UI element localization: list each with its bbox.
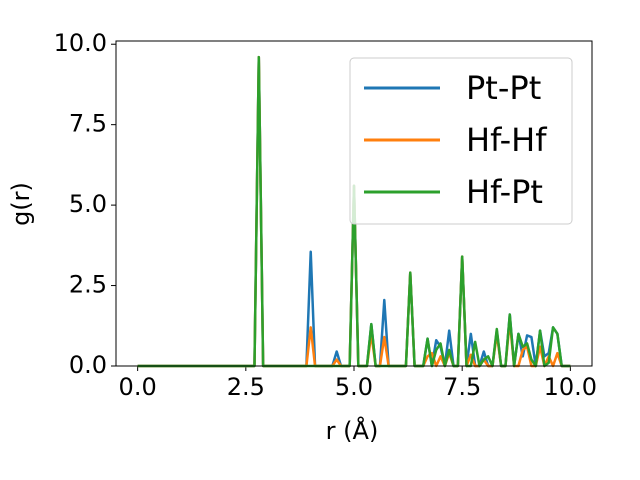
x-tick-label: 7.5 xyxy=(443,373,481,401)
x-tick-label: 5.0 xyxy=(335,373,373,401)
x-axis-label: r (Å) xyxy=(326,416,379,445)
x-tick-label: 10.0 xyxy=(544,373,597,401)
y-axis-label: g(r) xyxy=(7,182,35,226)
legend-label: Hf-Hf xyxy=(466,121,547,159)
x-tick-label: 0.0 xyxy=(119,373,157,401)
y-tick-label: 2.5 xyxy=(69,271,107,299)
legend-label: Pt-Pt xyxy=(466,69,541,107)
y-tick-label: 10.0 xyxy=(54,29,107,57)
plot-frame xyxy=(115,40,593,367)
y-tick-label: 0.0 xyxy=(69,351,107,379)
legend-label: Hf-Pt xyxy=(466,173,543,211)
y-tick-label: 5.0 xyxy=(69,190,107,218)
y-tick-label: 7.5 xyxy=(69,110,107,138)
x-tick-label: 2.5 xyxy=(227,373,265,401)
legend-box xyxy=(349,57,573,225)
